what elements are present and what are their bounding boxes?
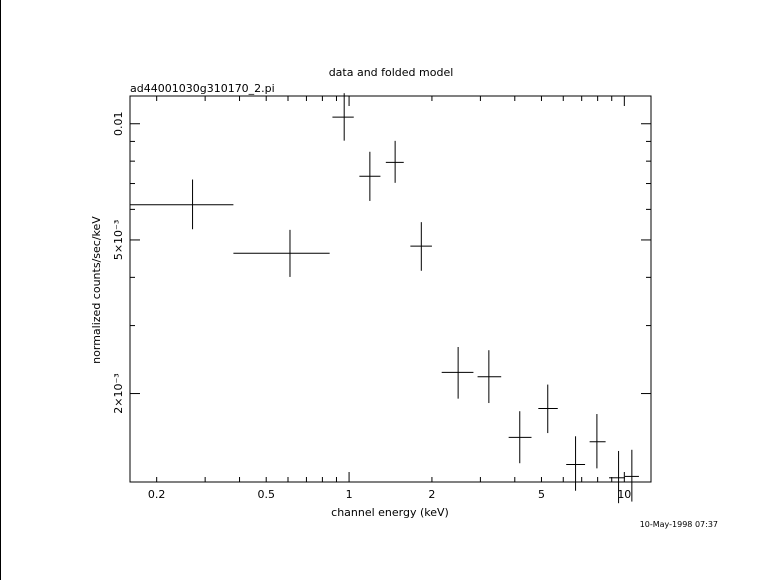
data-point	[538, 384, 558, 434]
data-point	[359, 151, 381, 201]
data-point	[477, 350, 502, 404]
data-point	[130, 179, 234, 230]
x-axis-label: channel energy (keV)	[331, 506, 449, 519]
data-point	[332, 93, 354, 141]
timestamp: 10-May-1998 07:37	[640, 520, 718, 529]
y-tick-label: 0.01	[112, 111, 125, 136]
data-point	[441, 347, 474, 399]
x-tick-label: 0.5	[257, 488, 275, 501]
data-point	[385, 140, 404, 183]
window-left-border	[0, 0, 1, 580]
x-tick-label: 10	[617, 488, 631, 501]
axis-ticks	[130, 96, 651, 482]
plot-frame	[129, 95, 652, 483]
data-point	[410, 222, 432, 271]
y-axis-label: normalized counts/sec/keV	[90, 216, 103, 364]
x-tick-label: 1	[346, 488, 353, 501]
y-tick-label: 5×10⁻³	[112, 220, 125, 260]
x-tick-label: 2	[428, 488, 435, 501]
data-point	[233, 229, 330, 277]
y-tick-label: 2×10⁻³	[112, 373, 125, 413]
axis-tick-labels: 0.2 0.5 1 2 5 10 2×10⁻³ 5×10⁻³ 0.01	[112, 111, 631, 501]
x-tick-label: 5	[538, 488, 545, 501]
data-points	[130, 93, 639, 504]
chart-title: data and folded model	[329, 66, 454, 79]
data-point	[624, 449, 639, 502]
x-tick-label: 0.2	[148, 488, 166, 501]
data-point	[566, 436, 586, 491]
data-point	[589, 414, 606, 469]
data-point	[508, 411, 532, 464]
data-point	[609, 450, 625, 504]
chart-subtitle: ad44001030g310170_2.pi	[130, 82, 275, 95]
